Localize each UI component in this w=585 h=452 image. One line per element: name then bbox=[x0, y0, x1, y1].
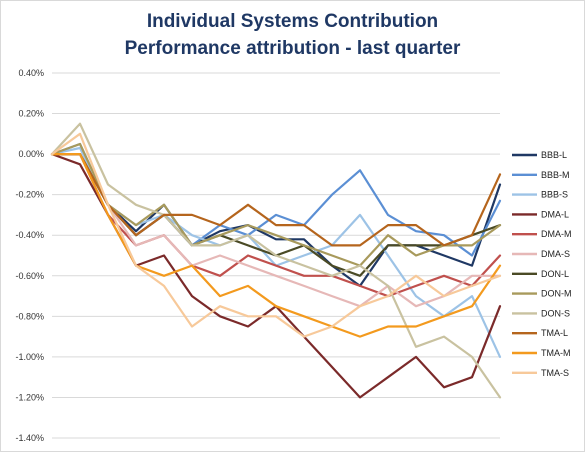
y-tick-label: 0.00% bbox=[18, 149, 44, 159]
chart-title: Individual Systems Contribution bbox=[146, 11, 439, 32]
y-tick-label: -1.20% bbox=[15, 392, 44, 402]
y-tick-label: -1.40% bbox=[15, 433, 44, 443]
legend-label: DON-L bbox=[541, 269, 569, 279]
series-line-tma-m bbox=[50, 153, 502, 338]
y-tick-label: -0.60% bbox=[15, 271, 44, 281]
series-line-tma-s bbox=[50, 132, 502, 338]
series-line-tma-l bbox=[50, 153, 502, 247]
y-tick-label: -0.40% bbox=[15, 230, 44, 240]
legend-label: DMA-S bbox=[541, 249, 570, 259]
legend-label: BBB-L bbox=[541, 150, 567, 160]
y-tick-label: 0.20% bbox=[18, 109, 44, 119]
legend-label: DON-M bbox=[541, 289, 572, 299]
series-line-bbb-l bbox=[50, 153, 502, 287]
legend: BBB-L BBB-M BBB-S DMA-L DMA-M DMA-S DON-L DON-M… bbox=[512, 150, 572, 378]
legend-label: DMA-M bbox=[541, 229, 572, 239]
series-line-don-s bbox=[50, 122, 502, 399]
legend-label: TMA-M bbox=[541, 348, 571, 358]
legend-label: TMA-L bbox=[541, 328, 568, 338]
chart-subtitle: Performance attribution - last quarter bbox=[124, 38, 461, 59]
y-axis-labels: 0.40% 0.20% 0.00% -0.20% -0.40% -0.60% -0.80% -… bbox=[15, 68, 44, 443]
y-tick-label: -0.20% bbox=[15, 190, 44, 200]
series-lines bbox=[50, 122, 502, 399]
y-tick-label: -0.80% bbox=[15, 311, 44, 321]
series-line-dma-s bbox=[50, 153, 502, 308]
legend-label: TMA-S bbox=[541, 368, 569, 378]
legend-label: BBB-M bbox=[541, 170, 570, 180]
legend-label: BBB-S bbox=[541, 190, 568, 200]
y-tick-label: 0.40% bbox=[18, 68, 44, 78]
legend-label: DMA-L bbox=[541, 209, 569, 219]
y-tick-label: -1.00% bbox=[15, 352, 44, 362]
series-line-don-m bbox=[50, 142, 502, 267]
legend-label: DON-S bbox=[541, 308, 570, 318]
